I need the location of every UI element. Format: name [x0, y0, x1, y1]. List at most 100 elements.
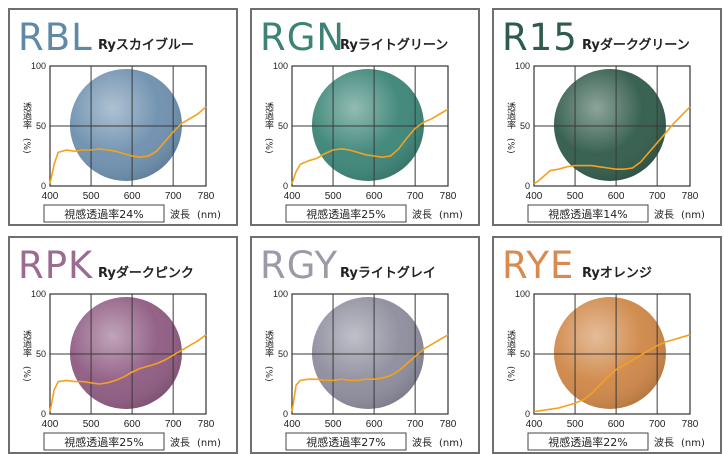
y-tick-label: 0: [283, 181, 288, 191]
lens-name: Ryライトグレイ: [340, 266, 436, 281]
y-tick-label: 50: [520, 121, 530, 131]
transmittance-curve: [291, 108, 449, 184]
x-tick-label: 400: [42, 191, 59, 202]
y-tick-label: 50: [520, 349, 530, 359]
lens-code: RPK: [18, 244, 94, 287]
visible-transmittance-box: [285, 432, 407, 451]
y-tick-label: 50: [36, 121, 46, 131]
x-axis-unit: (nm): [439, 210, 463, 221]
y-tick-label: 0: [41, 409, 46, 419]
visible-transmittance-label: 視感透過率24%: [64, 207, 143, 221]
transmittance-chart: 0 50 100 400 500 600 700 780 透過率 (%) 視感透過率25% 波長 (nm…: [263, 61, 463, 223]
visible-transmittance-box: [43, 204, 165, 223]
transmittance-curve: [533, 334, 691, 413]
lens-name: Ryオレンジ: [582, 266, 652, 281]
lens-code: RYE: [502, 244, 575, 287]
plot-frame: [533, 293, 691, 415]
lens-card-rpk: RPK Ryダークピンク 0 50 100 400 500 600 700 780 透過率 (%) 視感…: [8, 236, 238, 454]
x-axis-label: 波長: [170, 436, 190, 449]
transmittance-curve: [49, 334, 207, 412]
y-tick-label: 0: [41, 181, 46, 191]
y-tick-label: 100: [515, 289, 530, 299]
x-tick-label: 400: [42, 419, 59, 430]
x-tick-label: 700: [407, 191, 424, 202]
x-axis-unit: (nm): [439, 438, 463, 449]
y-tick-label: 0: [283, 409, 288, 419]
y-axis-unit: (%): [21, 366, 31, 382]
x-tick-label: 780: [198, 419, 215, 430]
y-axis-unit: (%): [263, 366, 273, 382]
x-tick-label: 600: [608, 419, 625, 430]
lens-disc-shading: [553, 69, 666, 181]
x-tick-label: 600: [124, 419, 141, 430]
transmittance-chart: 0 50 100 400 500 600 700 780 透過率 (%) 視感透過率14% 波長 (nm…: [505, 61, 705, 223]
y-tick-label: 100: [31, 61, 46, 71]
y-axis-label: 透過率: [21, 330, 32, 358]
lens-name: Ryダークピンク: [98, 266, 194, 281]
x-tick-label: 700: [649, 419, 666, 430]
y-axis-label: 透過率: [263, 330, 274, 358]
y-tick-label: 100: [31, 289, 46, 299]
transmittance-chart: 0 50 100 400 500 600 700 780 透過率 (%) 視感透過率27% 波長 (nm…: [263, 289, 463, 451]
x-tick-label: 600: [366, 191, 383, 202]
y-tick-label: 50: [36, 349, 46, 359]
x-axis-label: 波長: [412, 208, 432, 221]
x-axis-unit: (nm): [197, 438, 221, 449]
x-tick-label: 400: [284, 419, 301, 430]
y-tick-label: 0: [525, 181, 530, 191]
x-axis-label: 波長: [654, 436, 674, 449]
x-tick-label: 700: [407, 419, 424, 430]
visible-transmittance-label: 視感透過率25%: [306, 207, 385, 221]
x-tick-label: 780: [682, 419, 699, 430]
x-tick-label: 780: [682, 191, 699, 202]
y-axis-label: 透過率: [263, 102, 274, 130]
plot-frame: [49, 293, 207, 415]
x-tick-label: 700: [165, 191, 182, 202]
x-axis-label: 波長: [654, 208, 674, 221]
visible-transmittance-label: 視感透過率22%: [548, 435, 627, 449]
y-axis-label: 透過率: [505, 330, 516, 358]
x-axis-unit: (nm): [197, 210, 221, 221]
x-tick-label: 500: [83, 419, 100, 430]
x-tick-label: 600: [366, 419, 383, 430]
plot-frame: [291, 65, 449, 187]
y-axis-label: 透過率: [505, 102, 516, 130]
lens-card-rgn: RGN Ryライトグリーン 0 50 100 400 500 600 700 780 透過率 (%) 視…: [250, 8, 480, 226]
visible-transmittance-label: 視感透過率25%: [64, 435, 143, 449]
lens-card-rgy: RGY Ryライトグレイ 0 50 100 400 500 600 700 780 透過率 (%) 視感…: [250, 236, 480, 454]
lens-name: Ryスカイブルー: [98, 38, 194, 53]
y-tick-label: 100: [273, 61, 288, 71]
x-axis-unit: (nm): [681, 210, 705, 221]
lens-code: RBL: [18, 16, 93, 59]
lens-disc-shading: [553, 297, 666, 409]
y-tick-label: 100: [273, 289, 288, 299]
x-axis-label: 波長: [170, 208, 190, 221]
y-tick-label: 50: [278, 349, 288, 359]
x-tick-label: 780: [440, 191, 457, 202]
transmittance-curve: [291, 334, 449, 412]
x-tick-label: 600: [608, 191, 625, 202]
y-tick-label: 0: [525, 409, 530, 419]
y-axis-label: 透過率: [21, 102, 32, 130]
x-tick-label: 780: [440, 419, 457, 430]
lens-name: Ryダークグリーン: [582, 38, 690, 53]
y-axis-unit: (%): [21, 138, 31, 154]
x-tick-label: 600: [124, 191, 141, 202]
y-axis-unit: (%): [505, 366, 515, 382]
lens-code: R15: [502, 16, 578, 59]
transmittance-curve: [49, 106, 207, 184]
y-axis-unit: (%): [263, 138, 273, 154]
visible-transmittance-label: 視感透過率27%: [306, 435, 385, 449]
transmittance-chart: 0 50 100 400 500 600 700 780 透過率 (%) 視感透過率24% 波長 (nm…: [21, 61, 221, 223]
x-tick-label: 500: [325, 191, 342, 202]
x-axis-label: 波長: [412, 436, 432, 449]
lens-code: RGN: [260, 16, 346, 59]
x-tick-label: 400: [526, 191, 543, 202]
x-tick-label: 500: [567, 191, 584, 202]
lens-disc-shading: [311, 297, 424, 409]
x-tick-label: 500: [325, 419, 342, 430]
visible-transmittance-label: 視感透過率14%: [548, 207, 627, 221]
x-tick-label: 500: [83, 191, 100, 202]
lens-code: RGY: [260, 244, 339, 287]
